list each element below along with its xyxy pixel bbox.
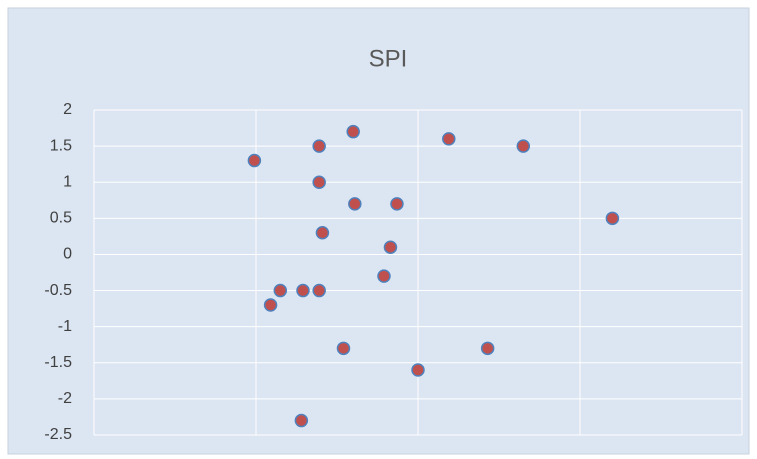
- point: [294, 413, 309, 428]
- y-tick-label: 2: [63, 101, 72, 118]
- y-tick-label: 1: [63, 173, 72, 190]
- point: [348, 197, 362, 211]
- point: [263, 298, 278, 312]
- y-tick-label: -2.5: [44, 426, 72, 443]
- point: [315, 226, 330, 240]
- point: [377, 269, 391, 283]
- point: [346, 124, 360, 139]
- chart-title: SPI: [369, 45, 408, 72]
- point: [516, 139, 531, 153]
- point: [312, 175, 326, 189]
- point: [442, 132, 456, 146]
- point: [247, 153, 262, 168]
- y-tick-label: 1.5: [50, 137, 72, 154]
- y-tick-label: -1.5: [44, 354, 72, 371]
- point: [605, 211, 620, 226]
- point: [296, 283, 310, 298]
- point: [273, 283, 288, 298]
- point: [383, 240, 398, 254]
- y-tick-label: -1: [58, 318, 72, 335]
- point: [336, 341, 351, 356]
- point: [312, 283, 326, 298]
- point: [480, 341, 495, 356]
- y-tick-label: 0: [63, 246, 72, 263]
- y-tick-label: -2: [58, 390, 72, 407]
- point: [411, 363, 425, 377]
- y-tick-label: 0.5: [50, 210, 72, 227]
- y-tick-label: -0.5: [44, 282, 72, 299]
- point: [390, 197, 404, 211]
- point: [312, 139, 326, 153]
- chart-background: [7, 7, 750, 455]
